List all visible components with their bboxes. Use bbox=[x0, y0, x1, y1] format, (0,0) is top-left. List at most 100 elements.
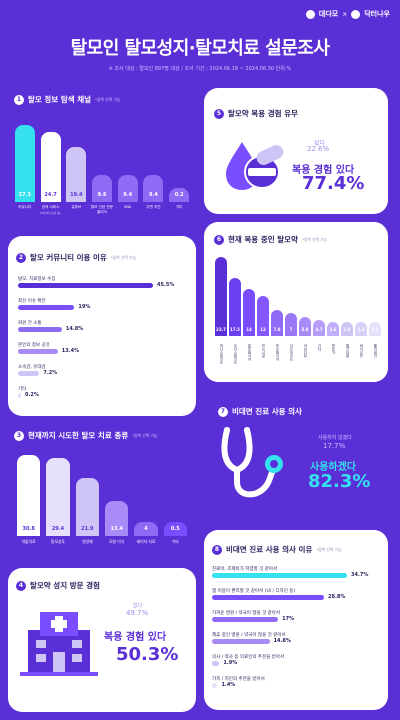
s1-bar-value: 24.7 bbox=[44, 192, 57, 198]
s6-bar-value: 2.3 bbox=[357, 327, 365, 332]
s8-card: 8 비대면 진료 사용 의사 이유 *중복 선택 가능 진료비, 조제비가 저렴… bbox=[204, 530, 388, 710]
s3-bar-value: 29.4 bbox=[51, 526, 65, 532]
s6-bar-10: 2.3 bbox=[355, 322, 367, 336]
s3-xlabels: 약물치료 탈모샴푸 영양제 모발 이식 레이저 치료 기타 bbox=[14, 539, 190, 549]
s5-card: 5 탈모약 복용 경험 유무 없다 22.6% 복용 경험 있다 77.4% bbox=[204, 88, 388, 214]
hospital-icon bbox=[20, 612, 98, 676]
s8-bar-3 bbox=[212, 639, 270, 644]
s6-bar-value: 7.8 bbox=[273, 327, 281, 332]
s6-bar-8: 3.6 bbox=[327, 322, 339, 336]
s3-bar-value: 0.5 bbox=[170, 526, 180, 532]
s3-bar-value: 4 bbox=[144, 526, 148, 532]
s6-bar-3: 12 bbox=[257, 296, 269, 336]
page-title: 탈모인 탈모성지·탈모치료 설문조사 bbox=[70, 38, 330, 59]
s1-bar-0: 27.3 bbox=[14, 124, 35, 202]
s8-bar-value: 17% bbox=[282, 616, 295, 622]
s6-bar-value: 4.7 bbox=[315, 327, 323, 332]
s3-bar-5: 0.5 bbox=[163, 522, 188, 536]
s6-category-label: 기타 bbox=[317, 344, 321, 351]
s7-no-label: 사용하지 않겠다 bbox=[318, 435, 352, 441]
s8-bar-value: 14.8% bbox=[273, 638, 291, 644]
s6-bar-value: 7 bbox=[289, 327, 293, 332]
s6-bar-value: 3.6 bbox=[329, 327, 337, 332]
s1-bar-value: 19.4 bbox=[70, 192, 83, 198]
s1-chart: 27.3 24.7 19.4 9.6 9.4 9.4 0.2 bbox=[12, 112, 192, 202]
s5-title-text: 탈모약 복용 경험 유무 bbox=[228, 109, 298, 118]
s7-number: 7 bbox=[218, 406, 228, 417]
s3-bar-1: 29.4 bbox=[46, 458, 70, 536]
s2-bar-value: 13.4% bbox=[61, 348, 80, 354]
s6-bar-4: 7.8 bbox=[271, 310, 283, 336]
s5-yes-value: 77.4% bbox=[302, 173, 365, 194]
s1-title-text: 탈모 정보 탐색 채널 bbox=[28, 95, 92, 104]
s1-bar-2: 19.4 bbox=[66, 147, 87, 202]
s8-bar-2 bbox=[212, 617, 279, 622]
s2-bar-value: 19% bbox=[78, 304, 91, 310]
s6-category-label: 알로페시아 bbox=[247, 344, 251, 361]
brand: 대다모 × 닥터나우 bbox=[305, 9, 390, 19]
s6-bar-2: 14 bbox=[243, 289, 255, 336]
s3-bar-4: 4 bbox=[134, 522, 158, 536]
s6-category-label: 두타스테리드 bbox=[233, 344, 237, 365]
s3-bar-3: 13.4 bbox=[104, 500, 129, 536]
s2-bar-3 bbox=[18, 349, 58, 354]
s1-category-label: 검색 서비스 bbox=[41, 205, 60, 209]
s8-bar-0 bbox=[212, 573, 347, 578]
s1-category-label: 기타 bbox=[175, 205, 183, 209]
s2-title-text: 탈모 커뮤니티 이용 이유 bbox=[30, 253, 107, 262]
s6-bar-value: 14 bbox=[246, 327, 252, 332]
s3-title: 3 현재까지 시도한 탈모 치료 종류 *중복 선택 가능 bbox=[14, 430, 157, 441]
s6-category-label: 다트리스트 bbox=[289, 344, 293, 361]
s1-title: 1 탈모 정보 탐색 채널 *중복 선택 가능 bbox=[14, 94, 120, 105]
s3-category-label: 기타 bbox=[171, 539, 179, 544]
brand-right: 닥터나우 bbox=[364, 10, 390, 18]
s6-bar-value: 23.7 bbox=[216, 327, 226, 332]
s8-bar-value: 34.7% bbox=[351, 572, 369, 578]
brand-x: × bbox=[342, 10, 348, 18]
s2-bar-0 bbox=[18, 283, 153, 288]
s2-bar-5 bbox=[18, 393, 21, 398]
s1-bar-3: 9.6 bbox=[91, 174, 113, 202]
s6-category-label: 피나스테리드 bbox=[219, 344, 223, 365]
s4-yes-value: 50.3% bbox=[116, 644, 179, 665]
s3-chart: 30.8 29.4 21.9 13.4 4 0.5 bbox=[14, 452, 190, 536]
s6-bar-6: 5.8 bbox=[299, 316, 311, 336]
s6-category-label: 미녹시딜 bbox=[261, 344, 265, 358]
s4-number: 4 bbox=[16, 580, 26, 591]
s3-bar-value: 13.4 bbox=[110, 526, 123, 532]
s8-chart: 진료비, 조제비가 저렴할 것 같아서 34.7% 앱 이용이 편리할 것 같아서 … bbox=[212, 566, 382, 706]
s1-bar-6: 0.2 bbox=[169, 188, 190, 202]
s1-category-label: 커뮤니티 bbox=[18, 205, 32, 209]
s3-number: 3 bbox=[14, 430, 24, 441]
s6-category-label: 폴리테인 bbox=[373, 344, 377, 358]
s6-bar-value: 17.5 bbox=[230, 327, 240, 332]
s4-no-value: 49.7% bbox=[126, 609, 149, 617]
s2-bar-value: 14.8% bbox=[65, 326, 84, 332]
s6-xlabels: 피나스테리드 두타스테리드 알로페시아 미녹시딜 프로페시아 다트리스트 아보다트 기타 판토가… bbox=[214, 342, 382, 372]
s2-note: *중복 선택 가능 bbox=[110, 254, 137, 260]
s8-row-label: 진료비, 조제비가 저렴할 것 같아서 bbox=[212, 567, 278, 572]
s6-bar-11: 2.2 bbox=[369, 322, 381, 336]
s2-title: 2 탈모 커뮤니티 이용 이유 *중복 선택 가능 bbox=[16, 252, 136, 263]
s6-card: 6 현재 복용 중인 탈모약 *중복 선택 가능 23.7 17.5 14 12 7.8… bbox=[204, 222, 388, 382]
s2-row-label: 회원 간 소통 bbox=[18, 321, 42, 326]
s3-category-label: 레이저 치료 bbox=[136, 539, 156, 544]
s6-bar-1: 17.5 bbox=[229, 277, 241, 336]
brand-left: 대다모 bbox=[318, 10, 339, 18]
s2-number: 2 bbox=[16, 252, 26, 263]
s6-bar-value: 2.8 bbox=[343, 327, 351, 332]
s1-category-label: 유튜브 bbox=[71, 205, 82, 209]
s6-note: *중복 선택 가능 bbox=[301, 236, 328, 242]
pill-icon bbox=[226, 142, 284, 190]
s8-row-label: 제휴 중인 병원 / 약국이 많을 것 같아서 bbox=[212, 633, 286, 638]
s6-number: 6 bbox=[214, 234, 224, 245]
s6-bar-value: 12 bbox=[260, 327, 266, 332]
s1-bar-value: 9.4 bbox=[148, 192, 158, 198]
s2-row-label: 소속감, 유대감 bbox=[18, 365, 46, 370]
s2-chart: 탈모, 치료정보 수집 45.5% 최신 이슈 확인 19% 회원 간 소통 14.8% 본… bbox=[18, 276, 188, 411]
s3-bar-2: 21.9 bbox=[75, 478, 100, 536]
s4-card: 4 탈모약 성지 방문 경험 없다 49.7% 복용 경험 있다 50.3% bbox=[8, 568, 196, 712]
s1-bar-value: 27.3 bbox=[18, 192, 32, 198]
s3-category-label: 모발 이식 bbox=[109, 539, 125, 544]
s2-row-label: 본인의 정보 공유 bbox=[18, 343, 50, 348]
